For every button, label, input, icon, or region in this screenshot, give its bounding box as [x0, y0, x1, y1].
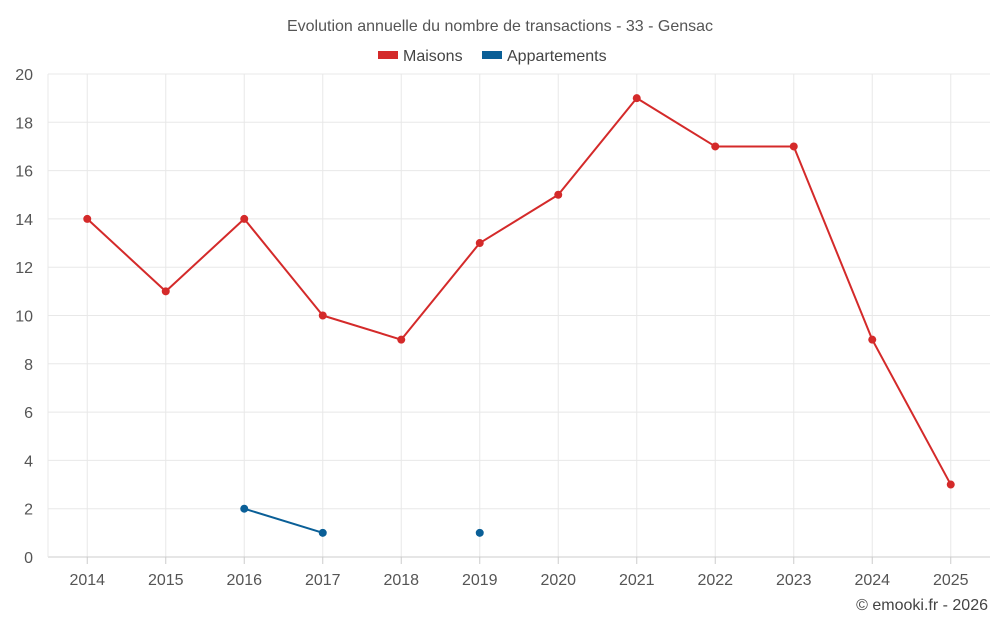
- y-tick-label: 14: [15, 212, 33, 229]
- data-point-maisons-2023[interactable]: [789, 142, 798, 151]
- axes: 0 2 4 6 8 10 12 14 16 18 20 2014 2015 2016 2017 2018 201…: [15, 67, 990, 589]
- credit: © emooki.fr - 2026: [856, 597, 988, 614]
- data-point-maisons-2017[interactable]: [318, 311, 327, 320]
- x-tick-label: 2021: [619, 572, 655, 589]
- x-tick-label: 2025: [933, 572, 969, 589]
- data-point-maisons-2021[interactable]: [632, 94, 641, 103]
- data-point-maisons-2020[interactable]: [554, 190, 563, 199]
- x-tick-label: 2022: [697, 572, 733, 589]
- data-point-appartements-2017[interactable]: [318, 528, 327, 537]
- data-point-maisons-2025[interactable]: [946, 480, 955, 489]
- data-point-maisons-2018[interactable]: [397, 335, 406, 344]
- data-point-maisons-2022[interactable]: [711, 142, 720, 151]
- data-point-maisons-2016[interactable]: [240, 214, 249, 223]
- y-tick-label: 8: [24, 357, 33, 374]
- y-tick-label: 20: [15, 67, 33, 84]
- x-tick-label: 2023: [776, 572, 812, 589]
- data-point-maisons-2014[interactable]: [83, 214, 92, 223]
- series-line-maisons: [86, 97, 952, 486]
- y-tick-label: 0: [24, 550, 33, 567]
- legend-label-appartements[interactable]: Appartements: [507, 48, 607, 65]
- x-tick-label: 2014: [69, 572, 105, 589]
- legend-label-maisons[interactable]: Maisons: [403, 48, 463, 65]
- y-tick-label: 4: [24, 453, 33, 470]
- data-point-maisons-2015[interactable]: [161, 287, 170, 296]
- data-point-maisons-2019[interactable]: [475, 239, 484, 248]
- y-tick-label: 6: [24, 405, 33, 422]
- legend-swatch-maisons: [378, 51, 398, 59]
- chart-title: Evolution annuelle du nombre de transact…: [287, 18, 713, 35]
- series: [83, 94, 955, 537]
- y-tick-label: 18: [15, 115, 33, 132]
- data-point-maisons-2024[interactable]: [868, 335, 877, 344]
- gridlines: [48, 73, 990, 557]
- y-tick-label: 2: [24, 502, 33, 519]
- data-point-appartements-2019[interactable]: [475, 528, 484, 537]
- x-tick-label: 2016: [226, 572, 262, 589]
- y-tick-label: 16: [15, 164, 33, 181]
- x-tick-label: 2015: [148, 572, 184, 589]
- series-line-appartements: [243, 507, 324, 534]
- y-tick-label: 10: [15, 309, 33, 326]
- x-tick-label: 2019: [462, 572, 498, 589]
- x-tick-label: 2017: [305, 572, 341, 589]
- y-tick-label: 12: [15, 260, 33, 277]
- x-tick-label: 2024: [854, 572, 890, 589]
- legend: Maisons Appartements: [378, 48, 607, 65]
- x-tick-label: 2018: [383, 572, 419, 589]
- x-tick-label: 2020: [540, 572, 576, 589]
- data-point-appartements-2016[interactable]: [240, 504, 249, 513]
- legend-swatch-appartements: [482, 51, 502, 59]
